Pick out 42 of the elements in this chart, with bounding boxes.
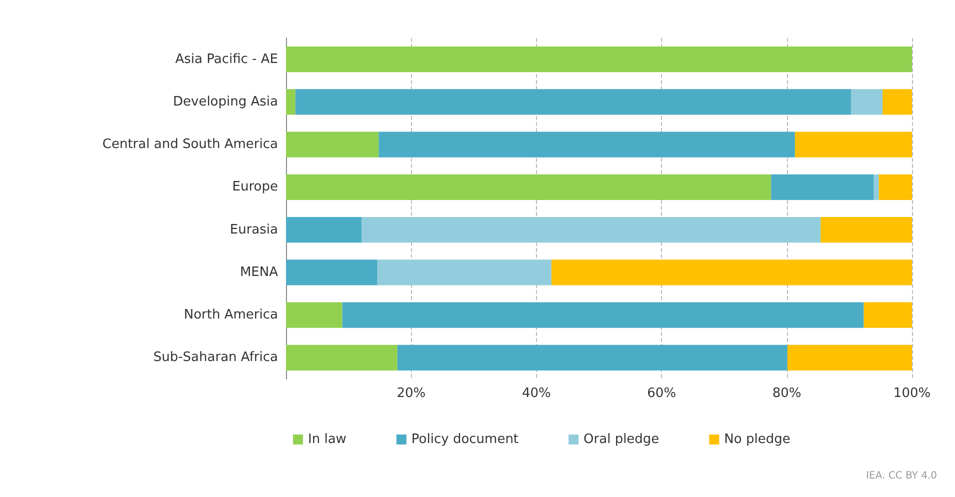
legend-label: No pledge — [724, 432, 790, 447]
y-tick-label: Sub-Saharan Africa — [153, 350, 278, 366]
bar — [362, 217, 821, 243]
legend-label: Oral pledge — [584, 432, 660, 447]
bar — [878, 174, 912, 200]
bar — [342, 302, 864, 328]
x-tick-label: 100% — [893, 386, 931, 401]
bar — [794, 132, 912, 158]
y-tick-label: Eurasia — [230, 222, 278, 238]
x-tick-label: 80% — [772, 386, 802, 401]
bar — [787, 344, 912, 370]
bar — [882, 89, 912, 115]
bar — [286, 46, 912, 72]
bar — [771, 174, 874, 200]
bar — [820, 217, 912, 243]
bar — [551, 260, 912, 286]
y-tick-label: Central and South America — [102, 137, 278, 152]
bar — [295, 89, 852, 115]
x-tick-label: 20% — [396, 386, 426, 401]
bar — [286, 344, 398, 370]
bar — [286, 260, 378, 286]
bar — [378, 132, 795, 158]
legend-label: Policy document — [411, 432, 519, 447]
y-tick-label: North America — [184, 308, 278, 323]
bar — [874, 174, 879, 200]
bar — [851, 89, 883, 115]
bar — [397, 344, 788, 370]
bar — [286, 174, 772, 200]
text: IEA. CC BY 4.0 — [866, 470, 937, 482]
bar — [286, 302, 342, 328]
y-tick-label: Developing Asia — [173, 94, 278, 110]
y-tick-label: Asia Pacific - AE — [175, 52, 278, 67]
legend-label: In law — [308, 432, 347, 447]
x-tick-label: 40% — [522, 386, 551, 401]
bar — [864, 302, 912, 328]
bar — [286, 217, 362, 243]
y-tick-label: MENA — [240, 264, 278, 280]
y-tick-label: Europe — [232, 180, 278, 195]
x-tick-label: 60% — [647, 386, 676, 401]
bar — [286, 132, 379, 158]
bar — [377, 260, 552, 286]
bar — [286, 89, 296, 115]
